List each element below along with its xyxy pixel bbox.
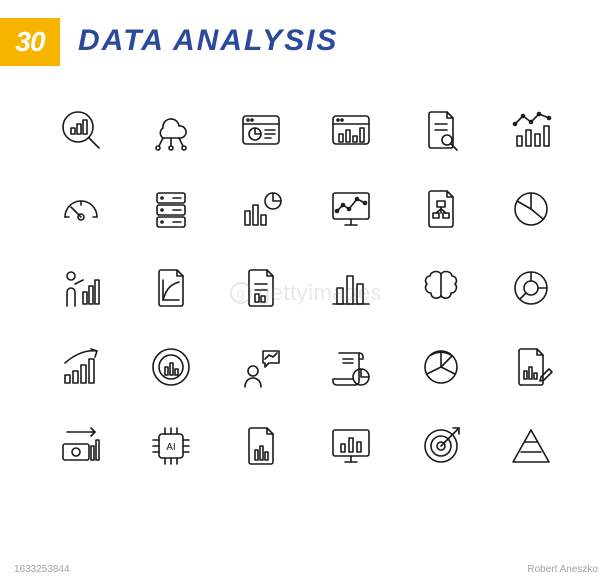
svg-text:AI: AI (166, 442, 175, 453)
pie-3d-icon (417, 343, 465, 391)
brain-icon (417, 264, 465, 312)
money-bars-icon (57, 422, 105, 470)
magnify-chart-icon (57, 106, 105, 154)
gauge-icon (57, 185, 105, 233)
line-bar-chart-icon (507, 106, 555, 154)
bar-pie-icon (237, 185, 285, 233)
file-lines-icon (237, 264, 285, 312)
browser-pie-icon (237, 106, 285, 154)
scroll-pie-icon (327, 343, 375, 391)
target-bars-icon (147, 343, 195, 391)
page-title: DATA ANALYSIS (78, 24, 338, 58)
file-search-icon (417, 106, 465, 154)
icon-grid: AI (0, 66, 612, 496)
server-stack-icon (147, 185, 195, 233)
footer-id: 1633253844 (14, 564, 70, 575)
browser-bars-icon (327, 106, 375, 154)
donut-chart-icon (507, 264, 555, 312)
presenter-bars-icon (57, 264, 105, 312)
ai-chip-icon: AI (147, 422, 195, 470)
file-curve-icon (147, 264, 195, 312)
pie-chart-icon (507, 185, 555, 233)
monitor-bars-icon (327, 422, 375, 470)
pyramid-icon (507, 422, 555, 470)
file-bars-icon (237, 422, 285, 470)
file-bar-pen-icon (507, 343, 555, 391)
file-flowchart-icon (417, 185, 465, 233)
person-speech-chart-icon (237, 343, 285, 391)
column-chart-icon (327, 264, 375, 312)
bullseye-arrow-icon (417, 422, 465, 470)
count-badge: 30 (0, 18, 60, 66)
footer-credit: Robert Aneszko (527, 564, 598, 575)
monitor-line-icon (327, 185, 375, 233)
growth-arrow-icon (57, 343, 105, 391)
cloud-network-icon (147, 106, 195, 154)
